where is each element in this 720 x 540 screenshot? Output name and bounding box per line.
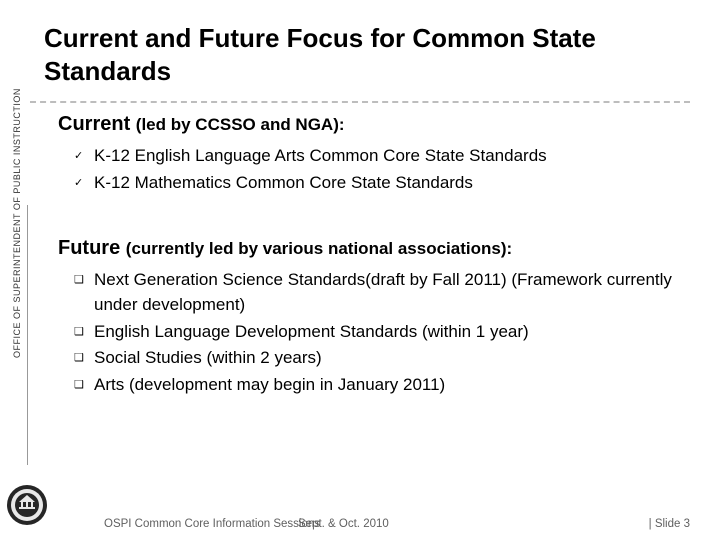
vertical-rule bbox=[27, 205, 28, 465]
list-item-text: Arts (development may begin in January 2… bbox=[94, 373, 445, 398]
current-lead: Current bbox=[58, 113, 130, 135]
list-item-text: Next Generation Science Standards(draft … bbox=[94, 268, 690, 317]
future-block: Future (currently led by various nationa… bbox=[44, 237, 690, 397]
current-heading: Current (led by CCSSO and NGA): bbox=[58, 113, 690, 136]
seal-icon bbox=[6, 484, 48, 526]
check-icon: ✓ bbox=[74, 144, 94, 165]
future-lead: Future bbox=[58, 237, 120, 259]
box-icon: ❑ bbox=[74, 373, 94, 394]
future-heading: Future (currently led by various nationa… bbox=[58, 237, 690, 260]
list-item-text: K-12 English Language Arts Common Core S… bbox=[94, 144, 547, 169]
list-item: ❑ Arts (development may begin in January… bbox=[74, 373, 690, 398]
box-icon: ❑ bbox=[74, 268, 94, 289]
list-item-text: K-12 Mathematics Common Core State Stand… bbox=[94, 171, 473, 196]
list-item: ✓ K-12 English Language Arts Common Core… bbox=[74, 144, 690, 169]
content-column: Current (led by CCSSO and NGA): ✓ K-12 E… bbox=[44, 113, 690, 397]
slide-title: Current and Future Focus for Common Stat… bbox=[44, 22, 690, 87]
dashed-divider bbox=[30, 101, 690, 103]
footer-slide: | Slide 3 bbox=[649, 518, 690, 530]
vertical-label: OFFICE OF SUPERINTENDENT OF PUBLIC INSTR… bbox=[12, 88, 22, 358]
list-item: ✓ K-12 Mathematics Common Core State Sta… bbox=[74, 171, 690, 196]
footer-date: Sept. & Oct. 2010 bbox=[298, 518, 389, 530]
list-item-text: Social Studies (within 2 years) bbox=[94, 346, 322, 371]
list-item-text: English Language Development Standards (… bbox=[94, 320, 529, 345]
slide: Current and Future Focus for Common Stat… bbox=[0, 0, 720, 540]
list-item: ❑ English Language Development Standards… bbox=[74, 320, 690, 345]
box-icon: ❑ bbox=[74, 346, 94, 367]
future-paren: (currently led by various national assoc… bbox=[126, 239, 512, 258]
check-icon: ✓ bbox=[74, 171, 94, 192]
list-item: ❑ Social Studies (within 2 years) bbox=[74, 346, 690, 371]
future-list: ❑ Next Generation Science Standards(draf… bbox=[74, 268, 690, 397]
list-item: ❑ Next Generation Science Standards(draf… bbox=[74, 268, 690, 317]
current-paren: (led by CCSSO and NGA): bbox=[136, 115, 345, 134]
footer-text: OSPI Common Core Information Sessions bbox=[104, 518, 320, 530]
box-icon: ❑ bbox=[74, 320, 94, 341]
current-list: ✓ K-12 English Language Arts Common Core… bbox=[74, 144, 690, 195]
